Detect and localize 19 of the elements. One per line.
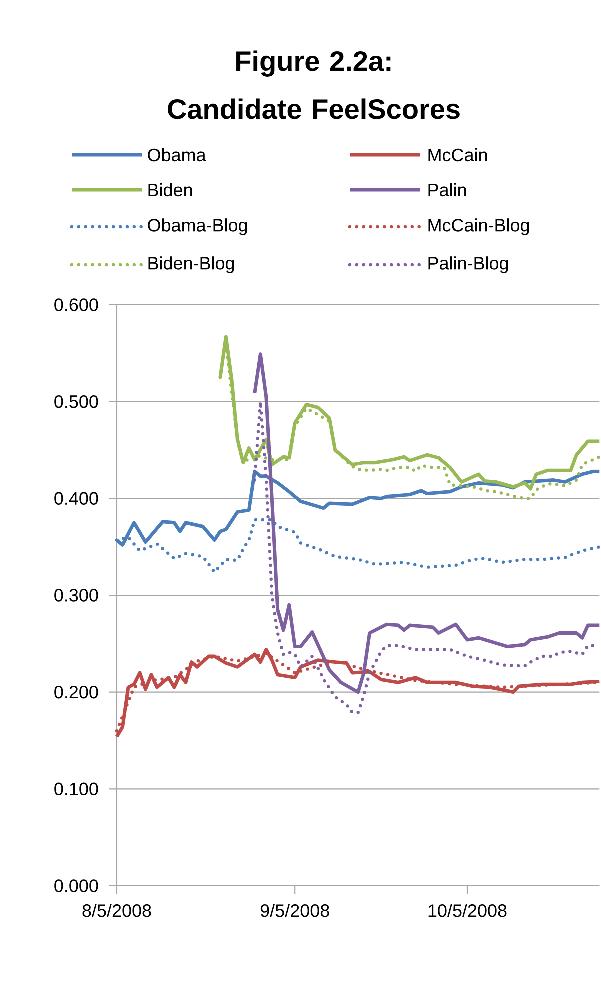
x-tick-label: 9/5/2008 [260,904,330,918]
x-tick-label: 8/5/2008 [82,904,152,918]
legend-label: Biden-Blog [148,256,234,274]
y-tick-label: 0.000 [54,880,98,892]
legend-label: Palin-Blog [428,256,508,274]
y-tick-label: 0.100 [54,782,98,796]
y-tick-label: 0.500 [54,395,98,408]
legend-label: Biden [148,183,192,197]
chart-title: Figure 2.2a: Candidate FeelScores [168,50,460,120]
legend-label: Obama [148,148,206,162]
legend-label: Obama-Blog [148,218,248,236]
y-tick-label: 0.300 [54,589,98,602]
y-tick-label: 0.400 [54,492,98,506]
y-tick-label: 0.600 [54,298,98,312]
legend-label: McCain-Blog [428,218,530,236]
x-tick-label: 10/5/2008 [428,904,507,918]
legend-label: McCain [428,148,488,162]
y-tick-label: 0.200 [54,686,98,699]
legend-label: Palin [428,183,466,197]
